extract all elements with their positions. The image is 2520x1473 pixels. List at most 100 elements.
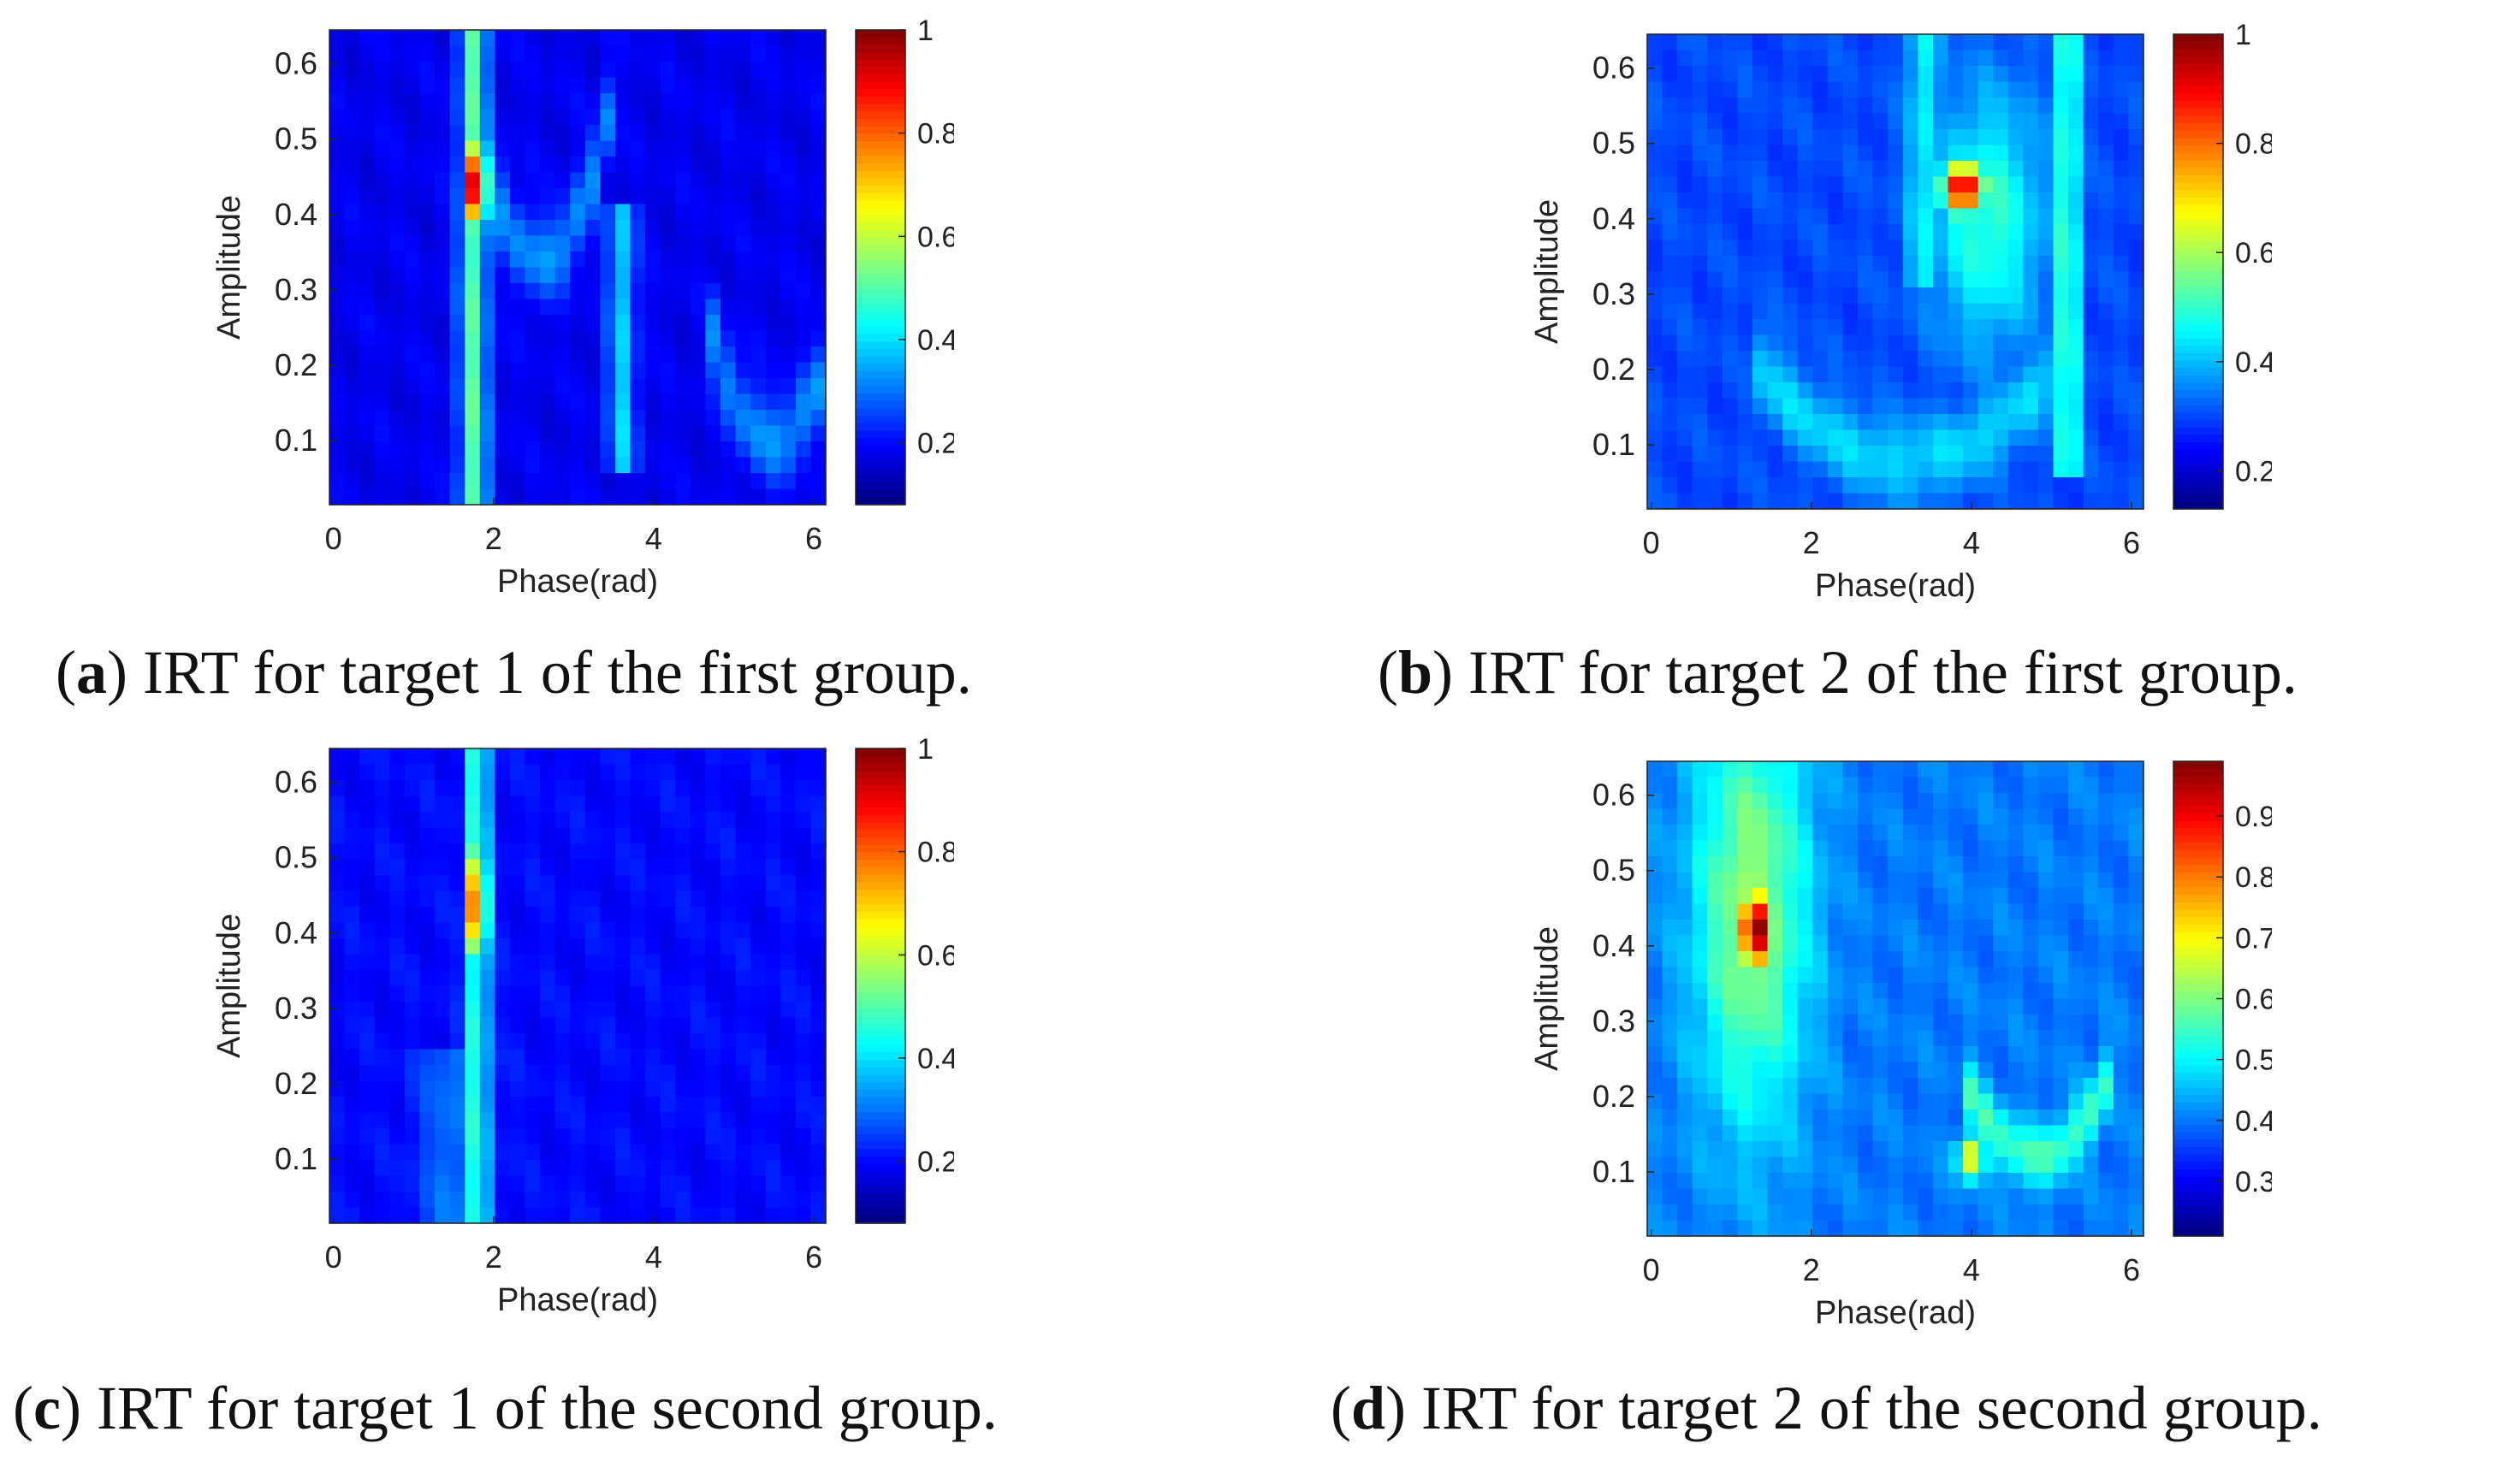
heatmap-cell bbox=[1872, 414, 1889, 431]
heatmap-cell bbox=[750, 1128, 767, 1145]
heatmap-cell bbox=[359, 62, 376, 79]
heatmap-cell bbox=[2037, 1078, 2055, 1095]
heatmap-cell bbox=[1782, 777, 1799, 794]
heatmap-cell bbox=[449, 93, 465, 110]
heatmap-cell bbox=[1707, 1173, 1723, 1190]
heatmap-cell bbox=[705, 346, 721, 364]
heatmap-cell bbox=[540, 1175, 556, 1192]
heatmap-cell bbox=[1767, 856, 1783, 873]
heatmap-cell bbox=[389, 393, 406, 411]
heatmap-cell bbox=[2128, 414, 2144, 431]
heatmap-cell bbox=[630, 109, 646, 126]
colorbar-segment bbox=[2173, 123, 2223, 132]
heatmap-cell bbox=[1993, 398, 2009, 415]
heatmap-cell bbox=[404, 796, 421, 813]
heatmap-cell bbox=[2007, 429, 2024, 447]
colorbar-segment bbox=[856, 319, 905, 328]
heatmap-cell bbox=[1647, 1204, 1663, 1222]
heatmap-cell bbox=[525, 425, 541, 442]
heatmap-cell bbox=[765, 473, 781, 490]
heatmap-cell bbox=[765, 1017, 781, 1034]
heatmap-cell bbox=[1872, 493, 1889, 510]
heatmap-cell bbox=[1902, 856, 1918, 873]
heatmap-cell bbox=[1918, 351, 1934, 368]
heatmap-cell bbox=[2098, 256, 2114, 273]
colorbar-segment bbox=[2173, 382, 2223, 391]
plot-frame bbox=[329, 748, 827, 1224]
heatmap-cell bbox=[570, 1160, 586, 1177]
heatmap-cell bbox=[2098, 856, 2114, 873]
colorbar-segment bbox=[2173, 1087, 2223, 1096]
heatmap-cell bbox=[1948, 761, 1964, 778]
heatmap-cell bbox=[344, 780, 360, 797]
heatmap-cell bbox=[735, 748, 751, 766]
heatmap-cell bbox=[1782, 240, 1799, 257]
heatmap-cell bbox=[1827, 208, 1844, 225]
heatmap-cell bbox=[1888, 113, 1904, 130]
heatmap-cell bbox=[374, 109, 390, 126]
colorbar-segment bbox=[2173, 1109, 2223, 1118]
colorbar-segment bbox=[2173, 1228, 2223, 1237]
heatmap-cell bbox=[1858, 493, 1874, 510]
heatmap-cell bbox=[419, 970, 436, 987]
heatmap-cell bbox=[705, 330, 721, 347]
heatmap-cell bbox=[419, 93, 436, 110]
heatmap-cell bbox=[690, 1002, 706, 1019]
heatmap-cell bbox=[2083, 271, 2099, 288]
heatmap-cell bbox=[2007, 145, 2024, 162]
colorbar-segment bbox=[2173, 419, 2223, 429]
heatmap-cell bbox=[1662, 113, 1678, 130]
heatmap-cell bbox=[1812, 161, 1829, 178]
heatmap-cell bbox=[660, 235, 676, 252]
heatmap-cell bbox=[795, 251, 812, 269]
heatmap-cell bbox=[2053, 808, 2069, 825]
heatmap-cell bbox=[1752, 303, 1769, 320]
heatmap-cell bbox=[1932, 287, 1949, 305]
heatmap-cell bbox=[374, 362, 390, 379]
heatmap-cell bbox=[509, 1160, 526, 1177]
heatmap-cell bbox=[1707, 446, 1723, 463]
heatmap-cell bbox=[344, 938, 360, 955]
colorbar-segment bbox=[2173, 1043, 2223, 1051]
heatmap-cell bbox=[690, 1112, 706, 1129]
heatmap-cell bbox=[810, 1207, 827, 1224]
heatmap-cell bbox=[1963, 935, 1979, 952]
heatmap-cell bbox=[705, 907, 721, 924]
heatmap-cell bbox=[570, 1112, 586, 1129]
colorbar-tick-label: 0.4 bbox=[2235, 346, 2272, 379]
heatmap-cell bbox=[329, 1207, 346, 1224]
heatmap-cell bbox=[1918, 81, 1934, 98]
heatmap-cell bbox=[419, 393, 436, 411]
heatmap-cell bbox=[584, 859, 601, 876]
heatmap-cell bbox=[1888, 81, 1904, 98]
colorbar-tick-label: 1 bbox=[917, 17, 934, 47]
colorbar-segment bbox=[2173, 449, 2223, 458]
heatmap-cell bbox=[2113, 872, 2130, 889]
heatmap-cell bbox=[554, 1175, 571, 1192]
heatmap-cell bbox=[1902, 319, 1918, 336]
heatmap-cell bbox=[1812, 1078, 1829, 1095]
heatmap-cell bbox=[1692, 256, 1708, 273]
heatmap-cell bbox=[1918, 176, 1934, 193]
heatmap-cell bbox=[2053, 872, 2069, 889]
heatmap-cell bbox=[1842, 303, 1859, 320]
heatmap-cell bbox=[1692, 129, 1708, 146]
heatmap-cell bbox=[1918, 271, 1934, 288]
heatmap-cell bbox=[645, 62, 661, 79]
heatmap-cell bbox=[1948, 1062, 1964, 1079]
heatmap-cell bbox=[2128, 1093, 2144, 1110]
heatmap-cell bbox=[810, 1175, 827, 1192]
heatmap-cell bbox=[614, 764, 631, 781]
heatmap-cell bbox=[675, 1144, 691, 1161]
heatmap-cell bbox=[1722, 951, 1739, 968]
heatmap-cell bbox=[389, 843, 406, 861]
heatmap-cell bbox=[1782, 1062, 1799, 1079]
heatmap-cell bbox=[1963, 967, 1979, 984]
heatmap-cell bbox=[1902, 98, 1918, 115]
heatmap-cell bbox=[2113, 129, 2130, 146]
heatmap-cell bbox=[344, 251, 360, 269]
heatmap-cell bbox=[2023, 1046, 2039, 1063]
heatmap-cell bbox=[600, 890, 616, 908]
heatmap-cell bbox=[810, 764, 827, 781]
heatmap-cell bbox=[630, 1097, 646, 1114]
